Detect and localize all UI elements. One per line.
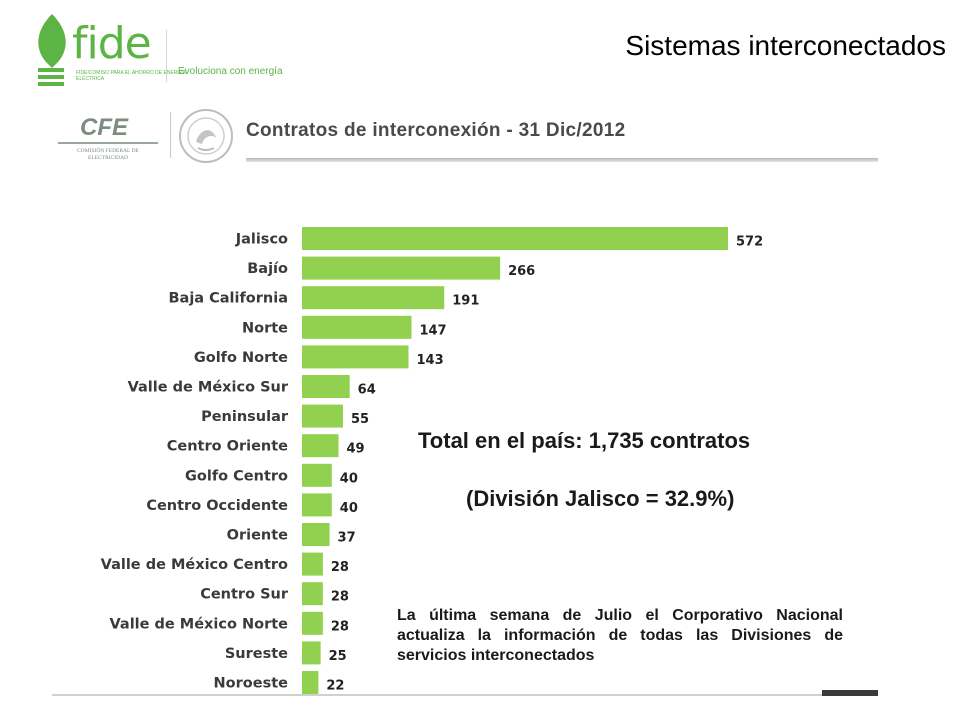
category-label: Centro Sur xyxy=(200,587,289,603)
divider xyxy=(166,30,167,82)
chart-title: Contratos de interconexión - 31 Dic/2012 xyxy=(246,120,626,141)
category-label: Valle de México Centro xyxy=(101,557,288,573)
division-annotation: (División Jalisco = 32.9%) xyxy=(466,486,735,511)
value-label: 55 xyxy=(351,412,369,427)
category-label: Baja California xyxy=(168,291,288,307)
cfe-wordmark: CFE xyxy=(80,114,128,141)
bar-peninsular xyxy=(302,404,343,428)
category-label: Golfo Norte xyxy=(194,350,288,366)
category-label: Valle de México Norte xyxy=(109,616,288,632)
value-label: 147 xyxy=(419,323,446,338)
bar-baja-california xyxy=(302,286,445,310)
divider xyxy=(58,142,158,144)
fide-tagline: Evoluciona con energía xyxy=(178,66,283,77)
divider xyxy=(170,112,171,158)
value-label: 37 xyxy=(338,531,356,546)
slide-title: Sistemas interconectados xyxy=(625,30,946,61)
footer-mark xyxy=(822,690,878,696)
value-label: 28 xyxy=(331,590,349,605)
category-label: Centro Oriente xyxy=(167,439,288,455)
bar-golfo-norte xyxy=(302,345,409,369)
category-label: Peninsular xyxy=(201,409,289,425)
bar-baj-o xyxy=(302,256,501,280)
category-label: Valle de México Sur xyxy=(128,380,289,396)
value-label: 25 xyxy=(329,649,347,664)
cfe-subtext: COMISIÓN FEDERAL DE ELECTRICIDAD xyxy=(77,148,139,161)
fide-wordmark: fide xyxy=(72,18,152,69)
category-label: Norte xyxy=(242,320,288,336)
category-label: Noroeste xyxy=(214,676,289,692)
value-label: 572 xyxy=(736,235,763,250)
category-label: Jalisco xyxy=(235,232,288,248)
fide-subtext: FIDEICOMISO PARA EL AHORRO DE ENERGÍA EL… xyxy=(76,70,186,82)
bar-norte xyxy=(302,315,412,339)
value-label: 40 xyxy=(340,471,358,486)
bar-valle-de-m-xico-norte xyxy=(302,611,323,635)
bar-centro-occidente xyxy=(302,493,332,517)
value-label: 28 xyxy=(331,619,349,634)
bar-centro-sur xyxy=(302,582,323,606)
note-text: La última semana de Julio el Corporativo… xyxy=(397,607,843,664)
value-label: 40 xyxy=(340,501,358,516)
bar-oriente xyxy=(302,523,330,546)
value-label: 22 xyxy=(326,679,344,694)
category-label: Centro Occidente xyxy=(146,498,288,514)
category-label: Sureste xyxy=(225,646,288,662)
value-label: 28 xyxy=(331,560,349,575)
bar-valle-de-m-xico-centro xyxy=(302,552,323,576)
bar-jalisco xyxy=(302,227,728,250)
national-seal-icon xyxy=(179,109,233,163)
bar-golfo-centro xyxy=(302,463,332,487)
bar-valle-de-m-xico-sur xyxy=(302,375,350,398)
bar-noroeste xyxy=(302,671,319,694)
total-annotation: Total en el país: 1,735 contratos xyxy=(418,428,751,453)
category-label: Oriente xyxy=(227,528,289,544)
leaf-icon xyxy=(38,14,66,86)
footer-divider xyxy=(52,694,878,696)
value-label: 191 xyxy=(452,294,479,309)
value-label: 64 xyxy=(358,383,376,398)
category-label: Bajío xyxy=(247,261,288,277)
value-label: 49 xyxy=(346,442,364,457)
category-label: Golfo Centro xyxy=(185,468,288,484)
cfe-logo: CFE COMISIÓN FEDERAL DE ELECTRICIDAD xyxy=(58,112,158,168)
title-underline xyxy=(246,158,878,162)
value-label: 266 xyxy=(508,264,535,279)
fide-logo: fide FIDEICOMISO PARA EL AHORRO DE ENERG… xyxy=(28,12,298,92)
bar-centro-oriente xyxy=(302,434,339,458)
bar-sureste xyxy=(302,641,321,665)
value-label: 143 xyxy=(417,353,444,368)
